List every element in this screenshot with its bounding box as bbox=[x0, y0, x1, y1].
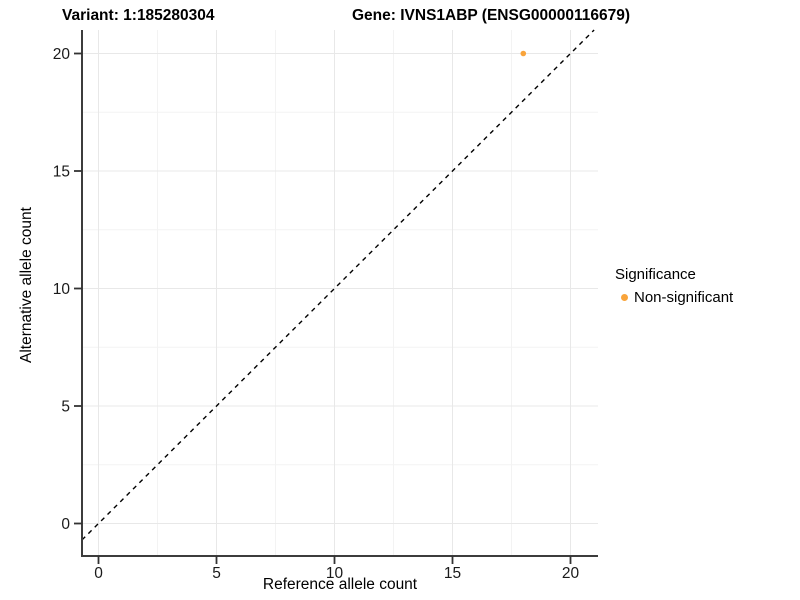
legend-title: Significance bbox=[615, 266, 696, 283]
y-tick-label: 20 bbox=[53, 46, 71, 63]
y-tick-label: 10 bbox=[53, 281, 71, 298]
data-point bbox=[520, 50, 527, 57]
legend-point-icon bbox=[621, 294, 628, 301]
y-tick-label: 15 bbox=[53, 164, 70, 181]
identity-dashed-line bbox=[81, 29, 595, 541]
variant-title: Variant: 1:185280304 bbox=[62, 7, 215, 24]
x-axis-title: Reference allele count bbox=[262, 576, 418, 593]
legend: Significance Non-significant bbox=[615, 266, 733, 306]
gene-title: Gene: IVNS1ABP (ENSG00000116679) bbox=[352, 7, 631, 24]
x-tick-label: 0 bbox=[94, 565, 103, 582]
x-tick-label: 15 bbox=[444, 565, 461, 582]
legend-item-non-significant: Non-significant bbox=[615, 289, 733, 306]
y-axis-title: Alternative allele count bbox=[18, 207, 35, 363]
legend-item-label: Non-significant bbox=[634, 289, 734, 306]
y-tick-label: 0 bbox=[61, 516, 70, 533]
y-tick-label: 5 bbox=[61, 399, 70, 416]
x-tick-label: 20 bbox=[562, 565, 580, 582]
x-tick-label: 5 bbox=[212, 565, 221, 582]
x-tick-label: 10 bbox=[326, 565, 344, 582]
